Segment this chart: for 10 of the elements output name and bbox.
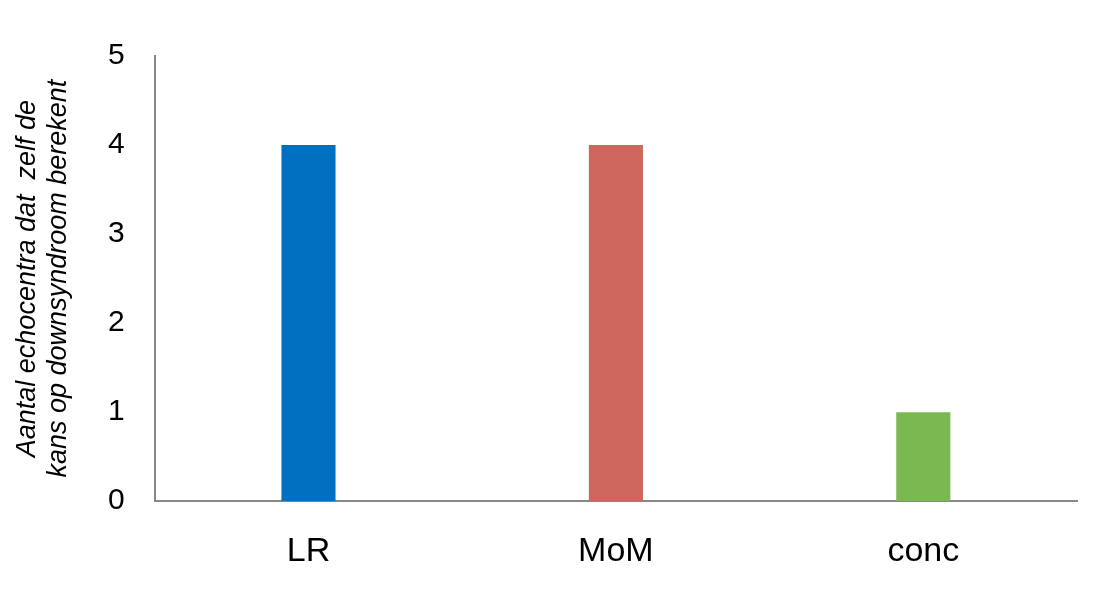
y-tick-label: 4 — [108, 126, 125, 160]
x-tick-label: LR — [286, 529, 331, 568]
y-axis-title: Aantal echocentra dat zelf de kans op downsyndroom berekent — [11, 78, 73, 478]
y-tick-label: 3 — [108, 215, 125, 249]
x-tick-label: conc — [887, 529, 960, 568]
y-tick-label: 1 — [108, 393, 125, 427]
y-tick-label: 0 — [108, 482, 125, 516]
y-tick-label: 5 — [108, 37, 125, 71]
x-tick-label: MoM — [578, 529, 654, 568]
y-tick-label: 2 — [108, 304, 125, 338]
